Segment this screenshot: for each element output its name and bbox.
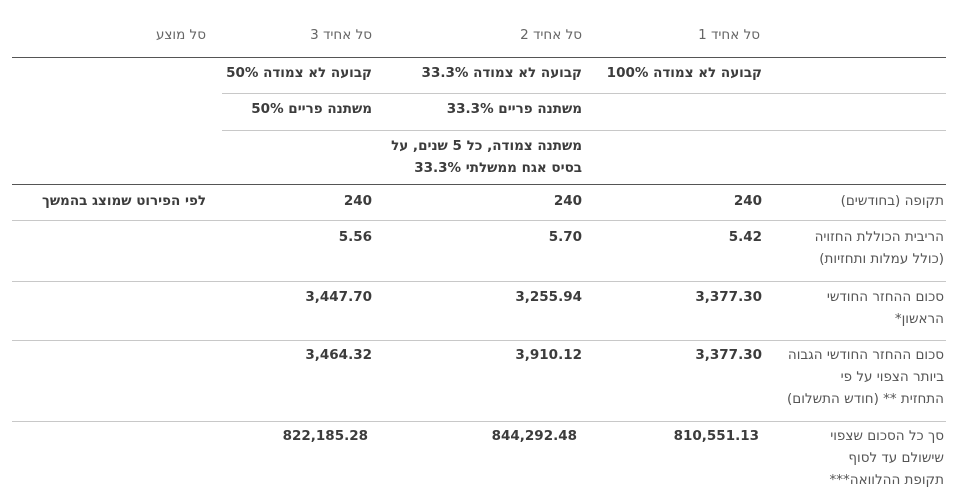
first-payment-label-line1: סכום ההחזר החודשי	[826, 289, 944, 305]
row-divider-1	[12, 220, 946, 221]
track3-col2-line1: משתנה צמודה, כל 5 שנים, על	[391, 138, 582, 154]
first-payment-col2: 3,255.94	[515, 289, 582, 305]
period-col4: לפי הפירוט שמוצג בהמשך	[42, 193, 206, 209]
row-divider-2	[12, 281, 946, 282]
total-col1: 810,551.13	[673, 428, 759, 444]
max-payment-col3: 3,464.32	[305, 347, 372, 363]
rate-col2: 5.70	[548, 229, 582, 245]
rate-label-line1: הריבית הכוללת החזויה	[814, 229, 944, 245]
track1-col1: קבועה לא צמודה 100%	[606, 65, 762, 81]
max-payment-col2: 3,910.12	[515, 347, 582, 363]
first-payment-col1: 3,377.30	[695, 289, 762, 305]
track1-col2: קבועה לא צמודה 33.3%	[421, 65, 582, 81]
total-col3: 822,185.28	[282, 428, 368, 444]
first-payment-col3: 3,447.70	[305, 289, 372, 305]
track1-col3: קבועה לא צמודה 50%	[226, 65, 372, 81]
header-col4: סל מוצע	[155, 27, 206, 43]
rate-col3: 5.56	[338, 229, 372, 245]
max-payment-label-line2: ביותר הצפוי על פי	[840, 369, 944, 385]
track3-col2-line2: בסיס אגח ממשלתי 33.3%	[414, 160, 582, 176]
period-label: תקופה (בחודשים)	[840, 193, 944, 209]
row-divider-4	[12, 421, 946, 422]
row-divider-3	[12, 340, 946, 341]
first-payment-label-line2: הראשון*	[894, 311, 944, 327]
track2-col2: משתנה פריים 33.3%	[446, 101, 582, 117]
period-col3: 240	[343, 193, 372, 209]
total-col2: 844,292.48	[491, 428, 577, 444]
rate-label-line2: (כולל עמלות ותחזיות)	[819, 251, 944, 267]
track-divider-2	[222, 130, 946, 131]
total-label-line1: סך כל הסכום שצפוי	[830, 428, 944, 444]
section-divider	[12, 184, 946, 185]
total-label-line3: תקופת ההלוואה***	[829, 472, 945, 488]
period-col2: 240	[553, 193, 582, 209]
rate-col1: 5.42	[728, 229, 762, 245]
track-divider-1	[222, 93, 946, 94]
header-divider	[12, 57, 946, 58]
header-col1: סל אחיד 1	[698, 27, 760, 43]
header-col2: סל אחיד 2	[520, 27, 582, 43]
period-col1: 240	[733, 193, 762, 209]
total-label-line2: שישולם עד לסוף	[848, 450, 944, 466]
header-col3: סל אחיד 3	[310, 27, 372, 43]
max-payment-label-line3: התחזית ** (חודש התשלום)	[787, 391, 944, 407]
max-payment-col1: 3,377.30	[695, 347, 762, 363]
track2-col3: משתנה פריים 50%	[251, 101, 372, 117]
max-payment-label-line1: סכום ההחזר החודשי הגבוה	[787, 347, 944, 363]
